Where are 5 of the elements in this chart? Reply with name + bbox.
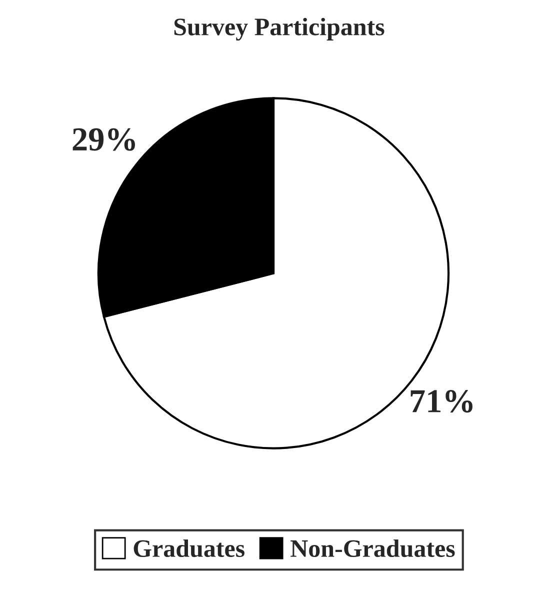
- legend-label: Graduates: [134, 539, 244, 558]
- data-label: 71%: [410, 390, 472, 413]
- chart-title: Survey Participants: [174, 18, 384, 41]
- legend-label: Non-Graduates: [290, 539, 455, 558]
- data-label: 29%: [72, 128, 135, 151]
